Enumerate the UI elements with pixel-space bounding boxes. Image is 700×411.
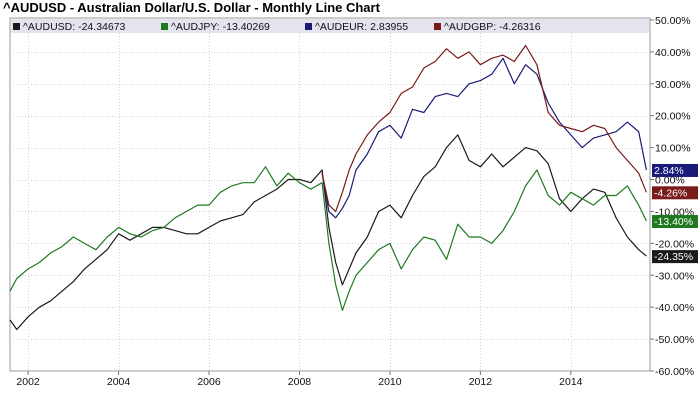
y-tick-label-4: 10.00% bbox=[655, 143, 691, 155]
end-label-bg-1 bbox=[652, 215, 698, 229]
series-line-audeur bbox=[321, 57, 647, 219]
end-label-3: -4.26% bbox=[654, 187, 687, 199]
y-tick-label-5: 0.00% bbox=[655, 175, 685, 187]
legend-label-1: ^AUDJPY: -13.40269 bbox=[171, 21, 270, 33]
legend-label-2: ^AUDEUR: 2.83955 bbox=[315, 21, 408, 33]
legend-swatch-2 bbox=[305, 23, 312, 30]
end-label-1: -13.40% bbox=[654, 216, 693, 228]
series-line-audjpy bbox=[9, 166, 647, 311]
end-label-bg-3 bbox=[652, 186, 698, 200]
grid bbox=[10, 20, 650, 372]
legend-swatch-3 bbox=[434, 23, 441, 30]
y-tick-label-1: 40.00% bbox=[655, 47, 691, 59]
y-tick-label-9: -40.00% bbox=[655, 302, 694, 314]
end-label-0: -24.35% bbox=[654, 251, 693, 263]
end-label-2: 2.84% bbox=[654, 165, 684, 177]
x-tick-label-5: 2012 bbox=[469, 376, 493, 388]
end-label-bg-0 bbox=[652, 250, 698, 264]
legend-label-0: ^AUDUSD: -24.34673 bbox=[23, 21, 126, 33]
series-line-audusd bbox=[9, 134, 647, 331]
y-tick-label-3: 20.00% bbox=[655, 111, 691, 123]
x-tick-label-3: 2008 bbox=[288, 376, 312, 388]
legend-label-3: ^AUDGBP: -4.26316 bbox=[444, 21, 541, 33]
legend-swatch-0 bbox=[13, 23, 20, 30]
y-tick-label-10: -50.00% bbox=[655, 334, 694, 346]
series-lines bbox=[9, 44, 647, 331]
y-tick-label-0: 50.00% bbox=[655, 15, 691, 27]
chart-title: ^AUDUSD - Australian Dollar/U.S. Dollar … bbox=[3, 0, 380, 15]
y-tick-label-11: -60.00% bbox=[655, 366, 694, 378]
y-tick-label-8: -30.00% bbox=[655, 270, 694, 282]
end-label-bg-2 bbox=[652, 163, 698, 177]
legend: ^AUDUSD: -24.34673 ^AUDJPY: -13.40269 ^AUD… bbox=[13, 21, 541, 33]
x-tick-label-0: 2002 bbox=[16, 376, 40, 388]
x-tick-label-2: 2006 bbox=[197, 376, 221, 388]
end-labels: -24.35% -13.40% 2.84% -4.26% bbox=[652, 163, 698, 264]
legend-box bbox=[11, 19, 649, 33]
x-tick-label-1: 2004 bbox=[107, 376, 131, 388]
y-tick-label-2: 30.00% bbox=[655, 79, 691, 91]
series-line-audgbp bbox=[321, 44, 647, 213]
x-tick-label-6: 2014 bbox=[559, 376, 583, 388]
y-tick-label-7: -20.00% bbox=[655, 238, 694, 250]
plot-area bbox=[9, 17, 651, 372]
x-tick-label-4: 2010 bbox=[378, 376, 402, 388]
axes: 50.00%40.00%30.00%20.00%10.00%0.00%-10.0… bbox=[16, 15, 694, 388]
legend-swatch-1 bbox=[161, 23, 168, 30]
